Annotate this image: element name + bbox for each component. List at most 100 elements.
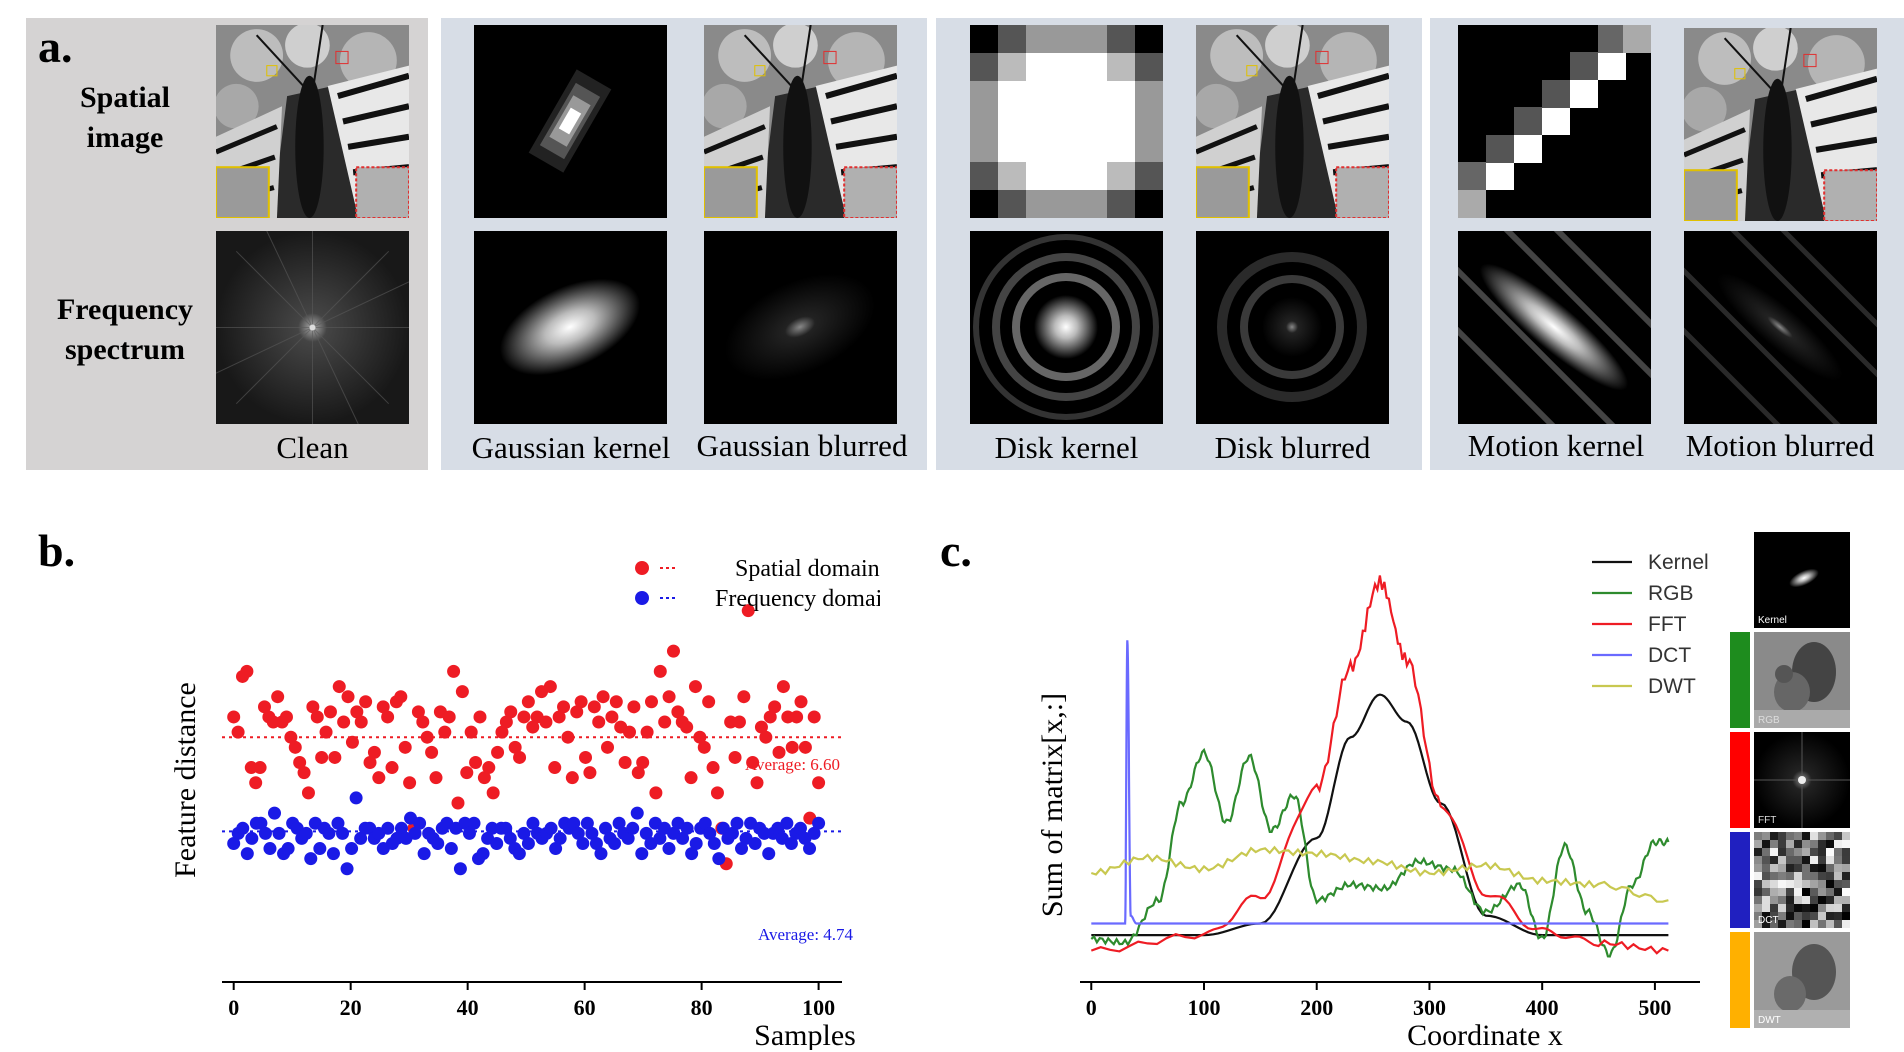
gaussian-blurred-image xyxy=(704,25,897,218)
x-tick-label: 20 xyxy=(340,995,362,1020)
spatial-point xyxy=(341,690,355,704)
spatial-point xyxy=(231,725,245,739)
spatial-point xyxy=(807,710,821,724)
spatial-point xyxy=(710,786,724,800)
frequency-point xyxy=(698,816,712,830)
frequency-point xyxy=(626,821,640,835)
spatial-point xyxy=(798,740,812,754)
dct-cell xyxy=(1762,920,1770,928)
frequency-point xyxy=(340,862,354,876)
spatial-point xyxy=(812,776,826,790)
frequency-point xyxy=(685,847,699,861)
frequency-point xyxy=(703,826,717,840)
frequency-point xyxy=(612,816,626,830)
dct-cell xyxy=(1770,904,1778,912)
spatial-point xyxy=(521,695,535,709)
spatial-point xyxy=(416,715,430,729)
dct-cell xyxy=(1770,896,1778,904)
spatial-point xyxy=(596,690,610,704)
spatial-point xyxy=(363,756,377,769)
thumb-kernel: Kernel xyxy=(1754,532,1850,628)
spatial-point xyxy=(429,771,443,785)
spatial-point xyxy=(460,766,474,780)
spatial-point xyxy=(447,664,461,678)
spatial-point xyxy=(746,756,760,769)
frequency-point xyxy=(458,816,472,830)
dct-cell xyxy=(1778,888,1786,896)
spatial-point xyxy=(271,690,285,704)
dct-cell xyxy=(1826,920,1834,928)
frequency-point xyxy=(580,816,594,830)
frequency-point xyxy=(784,836,798,850)
dct-cell xyxy=(1818,904,1826,912)
color-bar-fft xyxy=(1730,732,1750,828)
frequency-point xyxy=(322,826,336,840)
spatial-point xyxy=(477,771,491,785)
spatial-point xyxy=(491,745,505,759)
dct-cell xyxy=(1754,896,1762,904)
spatial-point xyxy=(688,680,702,694)
spatial-point xyxy=(367,745,381,759)
panel-c-label: c. xyxy=(940,525,972,576)
dct-cell xyxy=(1786,872,1794,880)
dct-cell xyxy=(1778,920,1786,928)
spatial-point xyxy=(702,695,716,709)
dct-cell xyxy=(1842,880,1850,888)
spatial-point xyxy=(653,664,667,678)
frequency-point xyxy=(521,836,535,850)
dct-cell xyxy=(1754,856,1762,864)
spatial-point xyxy=(526,720,540,734)
spatial-point xyxy=(376,700,390,714)
dct-cell xyxy=(1810,840,1818,848)
frequency-point xyxy=(476,847,490,861)
dct-cell xyxy=(1834,920,1842,928)
dct-cell xyxy=(1762,896,1770,904)
dct-cell xyxy=(1818,888,1826,896)
dct-cell xyxy=(1778,848,1786,856)
spatial-point xyxy=(543,680,557,694)
frequency-point xyxy=(653,831,667,845)
dct-cell xyxy=(1786,896,1794,904)
dct-cell xyxy=(1826,864,1834,872)
dct-cell xyxy=(1794,872,1802,880)
frequency-point xyxy=(585,826,599,840)
spatial-point xyxy=(227,710,241,724)
panel-a-label: a. xyxy=(38,21,73,72)
fft-series-line xyxy=(1090,575,1669,955)
dct-cell xyxy=(1810,832,1818,840)
frequency-point xyxy=(503,831,517,845)
spatial-point xyxy=(592,715,606,729)
dwt-series-line xyxy=(1090,845,1669,903)
frequency-point xyxy=(326,847,340,861)
dct-thumb-image xyxy=(1754,832,1850,928)
dct-cell xyxy=(1770,888,1778,896)
legend: Spatial domain Frequency domain xyxy=(635,556,880,612)
spatial-point xyxy=(587,700,601,714)
frequency-point xyxy=(803,842,817,856)
dct-cell xyxy=(1778,832,1786,840)
dct-cell xyxy=(1826,912,1834,920)
spatial-point xyxy=(750,776,764,790)
dct-cell xyxy=(1818,896,1826,904)
dct-cell xyxy=(1794,896,1802,904)
frequency-point xyxy=(680,821,694,835)
spatial-point xyxy=(398,740,412,754)
spatial-point xyxy=(636,756,650,769)
motion-kernel-spectrum xyxy=(1458,231,1651,424)
spatial-point xyxy=(451,796,465,810)
spatial-point xyxy=(284,730,298,744)
caption-gaussian-blurred: Gaussian blurred xyxy=(696,428,908,463)
dct-cell xyxy=(1794,888,1802,896)
spatial-point xyxy=(728,750,742,764)
dct-cell xyxy=(1802,880,1810,888)
dct-cell xyxy=(1762,840,1770,848)
disk-blurred-spectrum xyxy=(1196,231,1389,424)
frequency-point xyxy=(349,791,363,805)
spatial-point xyxy=(240,664,254,678)
spatial-point xyxy=(794,695,808,709)
spatial-point xyxy=(372,771,386,785)
spatial-point xyxy=(306,700,320,714)
dct-cell xyxy=(1842,872,1850,880)
spatial-point xyxy=(513,750,527,764)
frequency-point xyxy=(413,816,427,830)
